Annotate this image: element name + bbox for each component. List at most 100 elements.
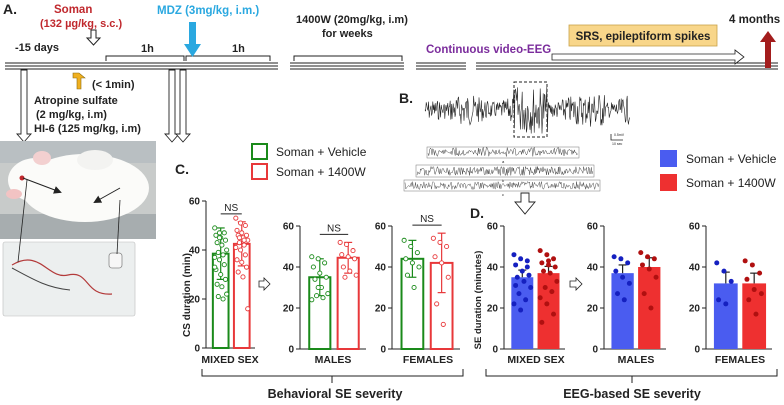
d_mixed-point <box>511 252 517 258</box>
d_males-point <box>646 266 652 272</box>
legend-d-vehicle-label: Soman + Vehicle <box>686 152 777 166</box>
d_females-y-tick-label: 0 <box>694 345 700 356</box>
eeg-subtrace-a-box <box>426 146 580 159</box>
eeg-scale-bar <box>610 134 623 141</box>
c_mixed-point <box>233 244 239 251</box>
panel-label-d: D. <box>470 205 484 221</box>
c_males-point <box>345 254 351 260</box>
c_mixed-point <box>214 281 220 287</box>
d_males-point <box>651 256 657 262</box>
c_females-point <box>440 321 446 327</box>
d_mixed-point <box>546 258 552 264</box>
d_mixed-point <box>541 268 547 274</box>
d_mixed-point <box>511 301 517 307</box>
d_mixed-point <box>521 278 527 284</box>
d_females-point <box>723 301 729 307</box>
c_males-point <box>339 252 345 258</box>
c_females-category-label: FEMALES <box>403 354 453 366</box>
c_males-y-tick-label: 40 <box>283 263 295 274</box>
soman-down-arrow <box>85 29 102 46</box>
d_females-point <box>751 287 757 293</box>
d_mixed-point <box>551 311 557 317</box>
treatment-up-arrow <box>72 72 86 90</box>
c_mixed-point <box>239 259 245 265</box>
c_males-point <box>340 264 346 270</box>
four-months-label: 4 months <box>729 14 780 26</box>
drug-1400w-duration: for weeks <box>322 28 373 40</box>
panel-label-c: C. <box>175 161 189 177</box>
d_mixed-y-tick-label: 40 <box>487 263 499 274</box>
soman-dose-label: (132 µg/kg, s.c.) <box>40 18 122 30</box>
one-hour-label-1: 1h <box>141 43 154 55</box>
c-ylabel: CS duration (min) <box>182 253 193 337</box>
d_mixed-point <box>524 258 530 264</box>
d_females-point <box>721 268 727 274</box>
c_mixed-point <box>243 232 250 238</box>
d_mixed-point <box>526 272 532 278</box>
rat-photo <box>0 141 156 239</box>
d_males-y-tick-label: 20 <box>587 304 599 315</box>
d_mixed-point <box>513 262 519 268</box>
d_mixed-point <box>518 307 524 313</box>
c_males-y-tick-label: 0 <box>288 345 294 356</box>
d_males-y-tick-label: 40 <box>587 263 599 274</box>
c_mixed-y-tick-label: 0 <box>194 344 200 355</box>
c_mixed-y-tick-label: 40 <box>189 246 201 257</box>
legend-c-vehicle-swatch <box>251 143 268 160</box>
eeg-trace-main <box>424 86 630 134</box>
d_males-y-tick-label: 60 <box>587 222 599 233</box>
c-transition-arrow <box>258 277 271 291</box>
d_females-point <box>716 297 722 303</box>
srs-box <box>568 24 718 47</box>
eeg-sub-label-a: a <box>502 159 505 164</box>
d_males-point <box>645 254 651 260</box>
c_mixed-point <box>241 237 247 243</box>
atropine-dose-label: (2 mg/kg, i.m) <box>36 109 107 121</box>
c_mixed-point <box>236 235 242 241</box>
minus-15-days-label: -15 days <box>15 42 59 54</box>
c_mixed-point <box>213 232 219 238</box>
c_mixed-point <box>215 249 221 255</box>
d_males-point <box>620 274 626 280</box>
c_females-y-tick-label: 40 <box>375 263 387 274</box>
c_males-point <box>314 293 320 299</box>
c_males-point <box>320 295 326 301</box>
d_males-point <box>653 274 659 280</box>
c_females-point <box>439 260 445 266</box>
legend-c-1400w-swatch <box>251 163 268 180</box>
d_males-point <box>626 280 632 286</box>
d_females-bar-vehicle <box>713 283 738 349</box>
c_mixed-point <box>224 291 230 297</box>
c_mixed-point <box>235 269 241 275</box>
c_males-point <box>317 270 323 276</box>
d_males-point <box>625 260 631 266</box>
legend-d-1400w-label: Soman + 1400W <box>686 176 776 190</box>
c_mixed-point <box>234 227 240 233</box>
c_males-point <box>322 260 328 266</box>
d_females-point <box>728 278 734 284</box>
c_mixed-point <box>222 237 229 243</box>
one-hour-label-2: 1h <box>232 43 245 55</box>
c_mixed-point <box>214 240 220 246</box>
d_mixed-point <box>551 256 557 262</box>
c_mixed-point <box>216 230 223 236</box>
d_males-point <box>618 256 624 262</box>
c_mixed-point <box>216 235 223 241</box>
d_males-point <box>638 250 644 256</box>
c_females-point <box>432 254 438 260</box>
eeg-zoom-box <box>513 81 548 138</box>
c_mixed-point <box>212 254 218 260</box>
video-eeg-label: Continuous video-EEG <box>426 44 551 56</box>
c_males-point <box>309 297 315 303</box>
eeg-to-d-arrow <box>514 192 536 215</box>
d_females-point <box>757 270 763 276</box>
mdz-label: MDZ (3mg/kg, i.m.) <box>157 5 259 17</box>
d_mixed-y-tick-label: 20 <box>487 304 499 315</box>
c_mixed-point <box>236 240 242 246</box>
c_mixed-point <box>233 215 239 221</box>
d_mixed-point <box>539 319 545 325</box>
legend-d-vehicle-swatch <box>660 150 677 167</box>
c_females-point <box>434 301 440 307</box>
c_males-point <box>344 241 350 247</box>
d_females-category-label: FEMALES <box>715 354 765 366</box>
